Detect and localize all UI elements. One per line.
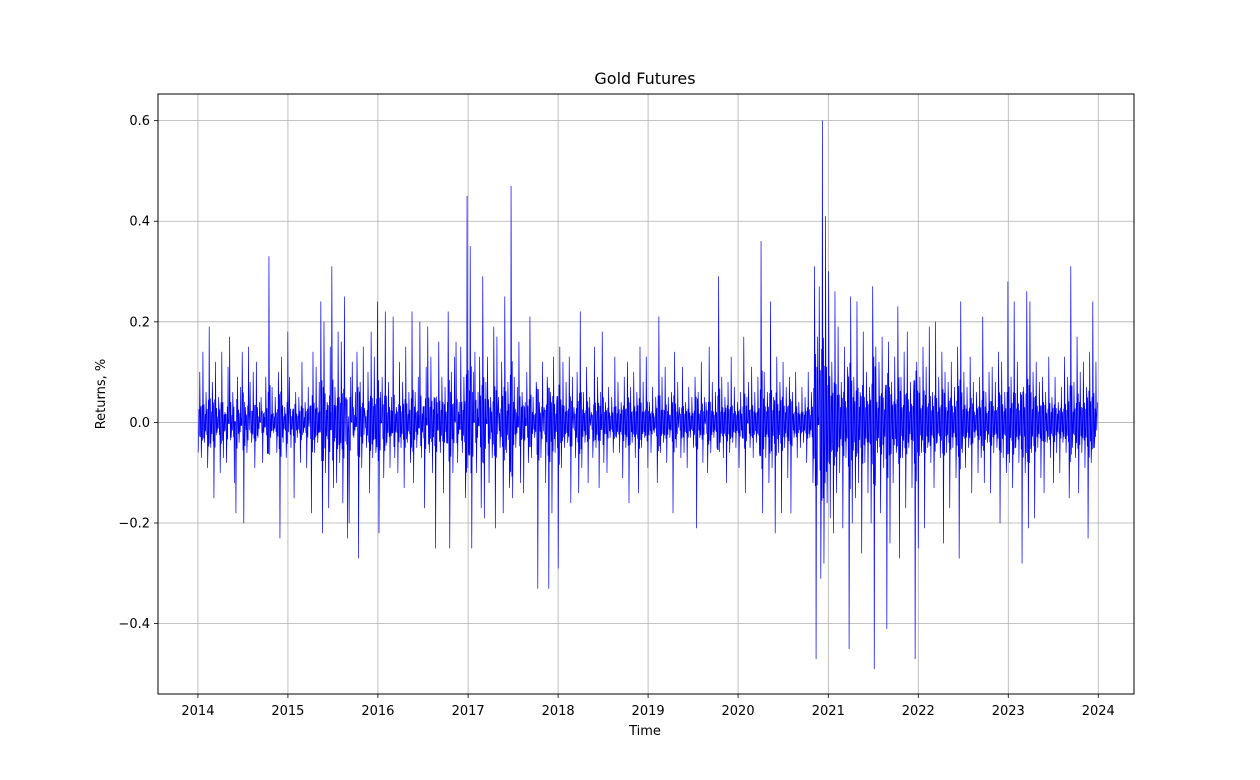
y-tick-label: −0.4 <box>118 617 150 632</box>
y-tick-label: 0.2 <box>129 315 150 330</box>
y-axis-label: Returns, % <box>94 359 109 430</box>
plot-area-frame <box>157 93 1135 695</box>
y-tick-label: 0.6 <box>129 114 150 129</box>
x-tick-label: 2019 <box>632 704 665 719</box>
y-tick-label: −0.2 <box>118 517 150 532</box>
x-tick-label: 2014 <box>181 704 214 719</box>
x-axis-label: Time <box>628 724 661 739</box>
x-tick-label: 2024 <box>1082 704 1115 719</box>
series-line-gold-returns <box>197 120 1098 670</box>
x-tick-label: 2017 <box>452 704 485 719</box>
x-tick-label: 2021 <box>812 704 845 719</box>
x-tick-label: 2016 <box>361 704 394 719</box>
x-tick-label: 2015 <box>271 704 304 719</box>
y-tick-label: 0.0 <box>129 416 150 431</box>
y-tick-label: 0.4 <box>129 215 150 230</box>
x-axis: 2014 2015 2016 2017 2018 2019 2020 2021 2022 2023… <box>181 694 1115 719</box>
x-tick-label: 2022 <box>902 704 935 719</box>
x-tick-label: 2023 <box>992 704 1025 719</box>
y-axis: −0.4 −0.2 0.0 0.2 0.4 0.6 <box>118 114 158 632</box>
x-tick-label: 2020 <box>722 704 755 719</box>
chart-title: Gold Futures <box>594 69 695 88</box>
x-tick-label: 2018 <box>542 704 575 719</box>
